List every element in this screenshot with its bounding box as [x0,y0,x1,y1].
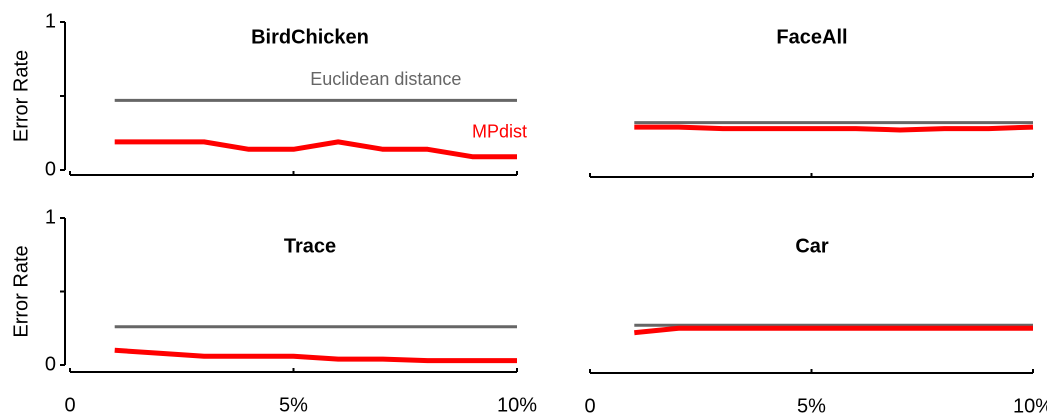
x-tick-label: 0 [584,395,595,417]
panel-title: FaceAll [776,26,847,48]
x-tick-label: 0 [64,394,75,416]
series-label: Euclidean distance [310,69,461,89]
y-tick-label: 0 [45,353,56,375]
y-tick-label: 0 [45,158,56,180]
x-tick-label: 5% [279,394,308,416]
panel-title: BirdChicken [251,26,369,48]
x-tick-label: 10% [1013,395,1047,417]
series-line [634,325,1033,336]
series-label: MPdist [472,121,527,141]
y-tick-label: 1 [45,206,56,228]
series-line [114,347,517,364]
y-axis-label: Error Rate [10,245,32,337]
x-tick-label: 10% [497,394,537,416]
y-axis-label: Error Rate [10,50,32,142]
series-line [114,139,517,160]
panel-title: Trace [284,235,336,257]
panel-title: Car [795,235,829,257]
x-tick-label: 5% [797,395,826,417]
series-line [634,124,1034,133]
y-tick-label: 1 [45,10,56,32]
